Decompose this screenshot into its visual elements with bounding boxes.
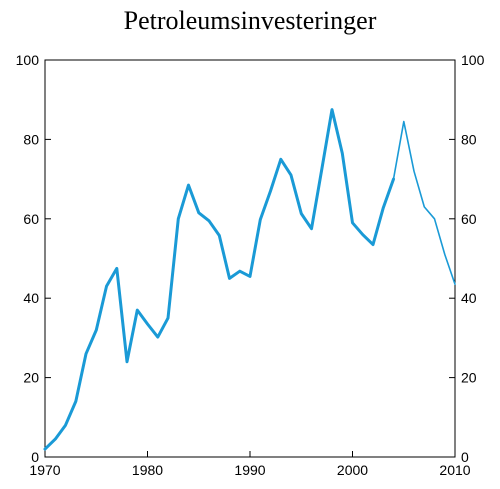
series-line-thin [392, 120, 456, 286]
y-tick-label-left: 100 [16, 52, 40, 68]
y-tick-label-right: 20 [461, 370, 477, 386]
y-tick-label-left: 40 [23, 290, 39, 306]
y-tick-label-left: 20 [23, 370, 39, 386]
plot-frame [44, 59, 456, 458]
chart-title: Petroleumsinvesteringer [124, 6, 377, 35]
x-tick-label: 1970 [29, 462, 60, 478]
y-tick-label-right: 100 [461, 52, 485, 68]
y-tick-label-left: 0 [31, 449, 39, 465]
y-tick-label-right: 80 [461, 131, 477, 147]
series-line-thick [43, 108, 395, 451]
x-axis: 1970 1980 1990 2000 2010 [29, 451, 471, 478]
x-tick-label: 2010 [439, 462, 470, 478]
y-tick-label-right: 40 [461, 290, 477, 306]
series-lines [43, 108, 456, 451]
x-tick-label: 1990 [234, 462, 265, 478]
y-tick-label-right: 60 [461, 211, 477, 227]
y-axis-left: 0 20 40 60 80 100 [16, 52, 51, 465]
y-tick-label-left: 80 [23, 131, 39, 147]
x-tick-label: 1980 [132, 462, 163, 478]
y-tick-label-right: 0 [461, 449, 469, 465]
y-axis-right: 0 20 40 60 80 100 [449, 52, 485, 465]
y-tick-label-left: 60 [23, 211, 39, 227]
x-tick-label: 2000 [337, 462, 368, 478]
